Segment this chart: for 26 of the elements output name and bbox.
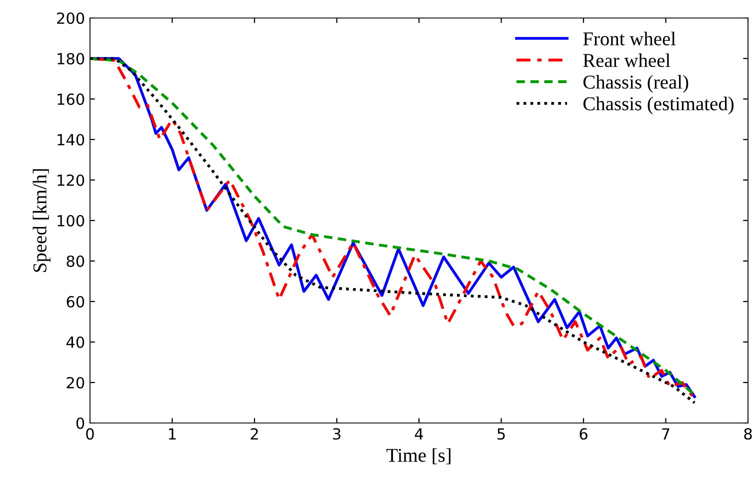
legend-label: Rear wheel <box>583 53 670 68</box>
y-tick-label: 40 <box>66 336 84 348</box>
x-tick-label: 6 <box>580 428 588 440</box>
y-tick-label: 60 <box>66 296 84 308</box>
y-tick-label: 180 <box>58 52 84 65</box>
x-tick-label: 5 <box>498 428 505 440</box>
x-tick-label: 2 <box>250 428 258 440</box>
y-tick-label: 20 <box>66 376 84 389</box>
x-tick-label: 3 <box>333 428 340 440</box>
legend-label: Chassis (real) <box>583 75 688 93</box>
y-tick-label: 100 <box>58 214 84 227</box>
y-tick-label: 80 <box>66 255 84 268</box>
x-axis-title: Time [s] <box>386 448 450 464</box>
legend-label: Chassis (estimated) <box>583 96 734 114</box>
x-tick-label: 1 <box>169 428 176 440</box>
y-tick-label: 140 <box>58 134 84 146</box>
y-tick-label: 0 <box>76 417 84 430</box>
y-tick-label: 160 <box>58 93 84 106</box>
y-tick-label: 200 <box>57 12 84 24</box>
x-tick-label: 0 <box>86 428 94 440</box>
x-tick-label: 7 <box>662 428 670 440</box>
y-tick-label: 120 <box>58 174 84 186</box>
legend-label: Front wheel <box>583 32 676 46</box>
x-tick-label: 4 <box>414 428 424 440</box>
x-tick-label: 8 <box>744 428 752 440</box>
y-axis-title: Speed [km/h] <box>32 169 50 272</box>
